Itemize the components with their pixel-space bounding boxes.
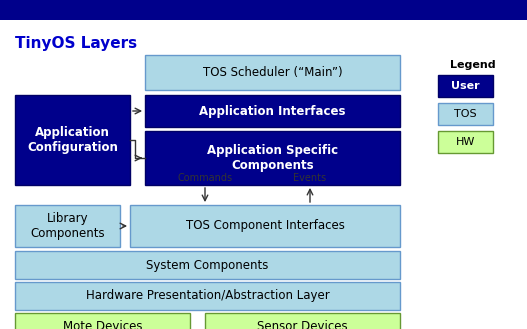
- Text: Commands: Commands: [178, 173, 232, 183]
- Text: TOS Scheduler (“Main”): TOS Scheduler (“Main”): [203, 66, 343, 79]
- Text: Application Specific
Components: Application Specific Components: [207, 144, 338, 172]
- Bar: [15, 313, 190, 329]
- Bar: [438, 131, 493, 153]
- Bar: [145, 95, 400, 127]
- Text: HW: HW: [456, 137, 475, 147]
- Bar: [145, 55, 400, 90]
- Bar: [438, 75, 493, 97]
- Bar: [145, 131, 400, 185]
- Bar: [15, 205, 120, 247]
- Bar: [15, 251, 400, 279]
- Text: User: User: [451, 81, 480, 91]
- Bar: [205, 313, 400, 329]
- Text: Hardware Presentation/Abstraction Layer: Hardware Presentation/Abstraction Layer: [85, 290, 329, 302]
- Text: TinyOS Layers: TinyOS Layers: [15, 36, 137, 51]
- Bar: [15, 95, 130, 185]
- Text: Legend: Legend: [450, 60, 495, 70]
- Bar: [438, 103, 493, 125]
- Text: Sensor Devices: Sensor Devices: [257, 320, 348, 329]
- Text: Library
Components: Library Components: [30, 212, 105, 240]
- Text: TOS: TOS: [454, 109, 477, 119]
- Text: System Components: System Components: [147, 259, 269, 271]
- Text: Mote Devices: Mote Devices: [63, 320, 142, 329]
- Text: Application
Configuration: Application Configuration: [27, 126, 118, 154]
- Text: TOS Component Interfaces: TOS Component Interfaces: [186, 219, 345, 233]
- Bar: [15, 282, 400, 310]
- Text: Application Interfaces: Application Interfaces: [199, 105, 346, 117]
- Text: Events: Events: [294, 173, 327, 183]
- Bar: [0, 0, 527, 20]
- Bar: [130, 205, 400, 247]
